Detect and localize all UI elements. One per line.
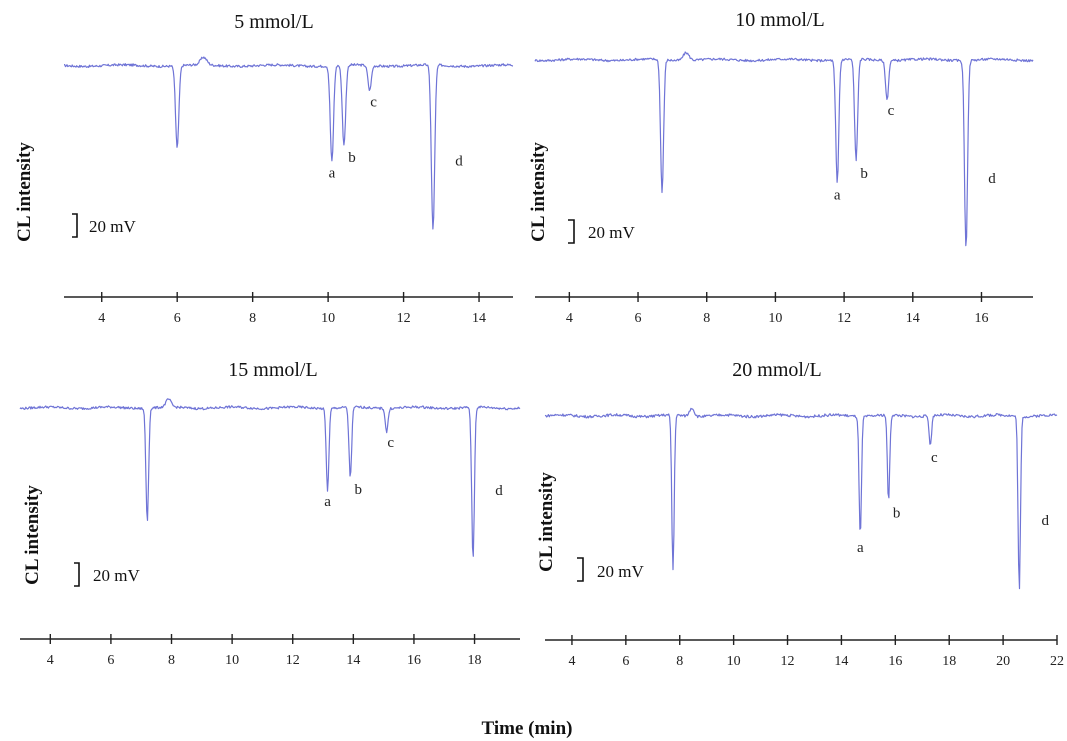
panel-3-title: 15 mmol/L bbox=[228, 359, 317, 381]
peak-label-c: c bbox=[931, 450, 938, 466]
peak-label-d: d bbox=[988, 171, 996, 187]
peak-label-c: c bbox=[888, 103, 895, 119]
panel-2-title: 10 mmol/L bbox=[735, 9, 824, 31]
peak-label-c: c bbox=[370, 95, 377, 111]
panel-1-scale-label: 20 mV bbox=[89, 217, 136, 236]
panel-2-x-ticks: 4 6 8 10 12 14 16 bbox=[566, 292, 988, 326]
panel-4-peak-labels: a b c d bbox=[857, 450, 1050, 556]
panel-2: 10 mmol/L CL intensity 20 mV 4 6 8 10 12 14 16… bbox=[528, 9, 1034, 326]
peak-label-b: b bbox=[348, 150, 356, 166]
x-tick-label: 4 bbox=[568, 654, 575, 669]
panel-3-x-ticks: 4 6 8 10 12 14 16 18 bbox=[47, 634, 482, 668]
peak-label-a: a bbox=[857, 540, 864, 556]
peak-label-d: d bbox=[455, 154, 463, 170]
x-tick-label: 14 bbox=[834, 654, 848, 669]
panel-1-title: 5 mmol/L bbox=[234, 11, 313, 33]
panel-2-scale-label: 20 mV bbox=[588, 223, 635, 242]
panel-1-y-axis-label: CL intensity bbox=[14, 142, 35, 242]
panel-3-scale-bar bbox=[74, 562, 80, 587]
panel-2-trace bbox=[534, 51, 1034, 247]
x-tick-label: 16 bbox=[407, 653, 421, 668]
x-tick-label: 4 bbox=[566, 311, 573, 326]
panel-4: 20 mmol/L CL intensity 20 mV 4 6 8 10 12 14 16… bbox=[536, 359, 1064, 669]
panel-2-peak-labels: a b c d bbox=[834, 103, 996, 203]
x-tick-label: 16 bbox=[974, 311, 988, 326]
panel-1: 5 mmol/L CL intensity 20 mV 4 6 8 10 12 14 ab… bbox=[14, 11, 514, 326]
x-tick-label: 20 bbox=[996, 654, 1010, 669]
x-tick-label: 10 bbox=[225, 653, 239, 668]
x-tick-label: 12 bbox=[837, 311, 851, 326]
panel-4-x-ticks: 4 6 8 10 12 14 16 18 20 22 bbox=[568, 635, 1064, 669]
x-tick-label: 12 bbox=[781, 654, 795, 669]
panel-1-scale-bar bbox=[72, 213, 78, 238]
panel-3-peak-labels: a b c d bbox=[324, 435, 503, 510]
x-tick-label: 10 bbox=[727, 654, 741, 669]
peak-label-a: a bbox=[329, 166, 336, 182]
panel-2-scale-bar bbox=[568, 219, 575, 244]
x-tick-label: 22 bbox=[1050, 654, 1064, 669]
peak-label-b: b bbox=[893, 506, 901, 522]
x-tick-label: 16 bbox=[888, 654, 902, 669]
x-tick-label: 8 bbox=[703, 311, 710, 326]
panel-3: 15 mmol/L CL intensity 20 mV 4 6 8 10 12 14 16… bbox=[19, 359, 521, 668]
panel-1-peak-labels: ab c d bbox=[329, 95, 464, 182]
x-tick-label: 6 bbox=[635, 311, 642, 326]
peak-label-b: b bbox=[355, 482, 363, 498]
peak-label-c: c bbox=[387, 435, 394, 451]
x-tick-label: 6 bbox=[174, 311, 181, 326]
x-tick-label: 14 bbox=[906, 311, 920, 326]
x-tick-label: 8 bbox=[676, 654, 683, 669]
peak-label-d: d bbox=[1042, 513, 1050, 529]
panel-4-trace bbox=[544, 407, 1058, 590]
panel-3-y-axis-label: CL intensity bbox=[22, 485, 43, 585]
panel-3-trace bbox=[19, 398, 521, 557]
panel-4-scale-label: 20 mV bbox=[597, 562, 644, 581]
peak-label-a: a bbox=[834, 187, 841, 203]
peak-label-d: d bbox=[495, 483, 503, 499]
x-tick-label: 8 bbox=[168, 653, 175, 668]
x-tick-label: 12 bbox=[286, 653, 300, 668]
x-tick-label: 10 bbox=[768, 311, 782, 326]
panel-1-x-ticks: 4 6 8 10 12 14 bbox=[98, 292, 486, 326]
x-tick-label: 6 bbox=[107, 653, 114, 668]
x-tick-label: 6 bbox=[622, 654, 629, 669]
x-tick-label: 18 bbox=[468, 653, 482, 668]
x-axis-label: Time (min) bbox=[482, 718, 573, 739]
panel-3-scale-label: 20 mV bbox=[93, 566, 140, 585]
peak-label-a: a bbox=[324, 494, 331, 510]
panel-4-y-axis-label: CL intensity bbox=[536, 472, 557, 572]
panel-4-title: 20 mmol/L bbox=[732, 359, 821, 381]
x-tick-label: 4 bbox=[98, 311, 105, 326]
panel-2-y-axis-label: CL intensity bbox=[528, 142, 549, 242]
x-tick-label: 4 bbox=[47, 653, 54, 668]
x-tick-label: 14 bbox=[472, 311, 486, 326]
peak-label-b: b bbox=[860, 166, 868, 182]
x-tick-label: 12 bbox=[397, 311, 411, 326]
x-tick-label: 14 bbox=[346, 653, 360, 668]
panel-1-trace bbox=[64, 56, 514, 230]
x-tick-label: 8 bbox=[249, 311, 256, 326]
x-tick-label: 18 bbox=[942, 654, 956, 669]
x-tick-label: 10 bbox=[321, 311, 335, 326]
panel-4-scale-bar bbox=[577, 557, 584, 582]
